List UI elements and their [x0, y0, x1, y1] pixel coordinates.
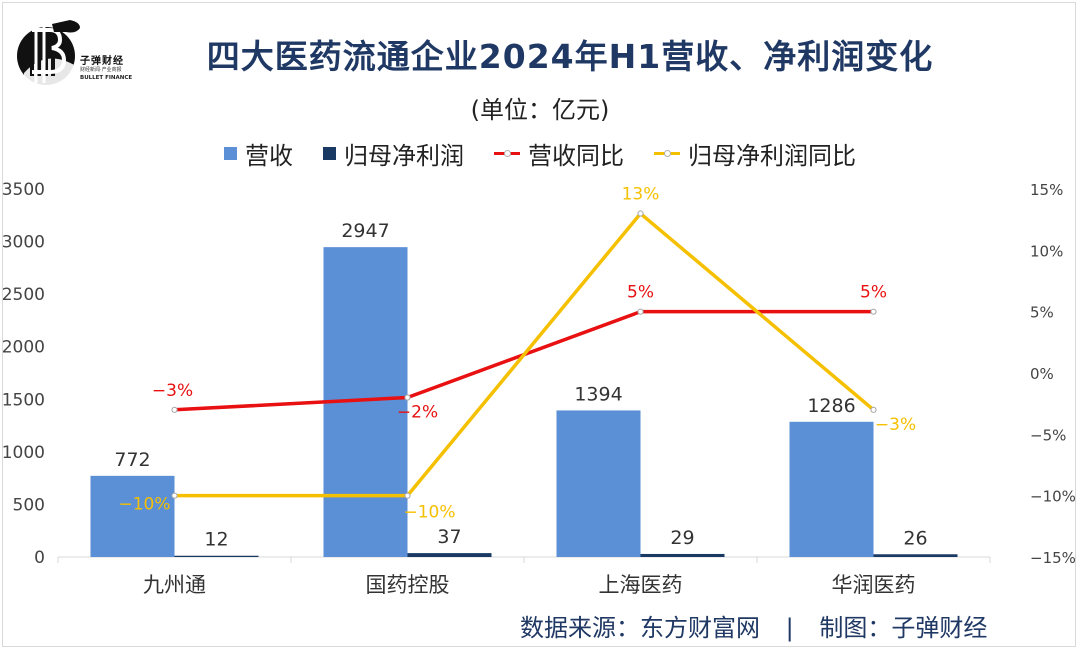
legend-item-revenue-yoy: 营收同比: [494, 136, 624, 171]
x-category-label: 华润医药: [832, 573, 916, 597]
y-right-tick-label: −5%: [1030, 426, 1066, 444]
net-profit-yoy-label: −10%: [118, 495, 170, 515]
legend-label-net-profit-yoy: 归母净利润同比: [688, 142, 856, 170]
revenue-yoy-label: 5%: [627, 283, 654, 303]
bitcoin-bullet-logo-icon: [17, 18, 80, 85]
legend-label-net-profit: 归母净利润: [344, 142, 464, 170]
y-right-tick-label: 10%: [1030, 242, 1063, 260]
net-profit-bar-label: 26: [903, 527, 927, 549]
y-left-tick-label: 3000: [2, 233, 45, 253]
net-profit-bar: [640, 553, 725, 557]
revenue-yoy-label: −3%: [152, 381, 193, 401]
revenue-yoy-line: [174, 309, 874, 412]
revenue-yoy-point: [870, 308, 877, 315]
x-category-label: 国药控股: [366, 573, 450, 597]
x-category-label: 上海医药: [599, 573, 683, 597]
revenue-bar-label: 772: [114, 449, 150, 471]
net-profit-bar-label: 37: [437, 526, 461, 548]
logo-name: 子弹财经: [80, 56, 124, 67]
net-profit-yoy-point: [171, 492, 178, 499]
legend-swatch-net-profit-yoy: [654, 150, 680, 157]
net-profit-yoy-label: 13%: [622, 185, 660, 205]
chart-legend: 营收 归母净利润 营收同比 归母净利润同比: [0, 136, 1080, 171]
legend-item-revenue: 营收: [224, 136, 293, 171]
y-left-tick-label: 500: [13, 495, 45, 515]
revenue-bar-label: 1286: [807, 395, 855, 417]
legend-swatch-revenue: [224, 147, 237, 160]
revenue-bar-label: 1394: [574, 383, 622, 405]
legend-label-revenue-yoy: 营收同比: [528, 142, 624, 170]
net-profit-bar-label: 29: [670, 527, 694, 549]
legend-item-net-profit: 归母净利润: [323, 136, 464, 171]
brand-logo: 子弹财经 财经新闻·产业商报 BULLET FINANCE: [6, 8, 156, 88]
y-right-tick-label: −15%: [1030, 549, 1076, 567]
revenue-bar: [556, 410, 641, 557]
net-profit-yoy-point: [870, 406, 877, 413]
y-left-tick-label: 1500: [2, 390, 45, 410]
source-line: 数据来源：东方财富网 | 制图：子弹财经: [520, 608, 987, 643]
logo-english-name: BULLET FINANCE: [80, 75, 133, 81]
source-text: 数据来源：东方财富网: [520, 614, 760, 642]
revenue-bar-label: 2947: [341, 220, 389, 242]
revenue-yoy-label: 5%: [860, 283, 887, 303]
y-right-tick-label: 15%: [1030, 181, 1063, 199]
y-left-tick-label: 3500: [2, 180, 45, 200]
legend-swatch-net-profit: [323, 147, 336, 160]
y-left-tick-label: 2000: [2, 338, 45, 358]
source-separator: |: [785, 614, 794, 642]
y-left-tick-label: 2500: [2, 285, 45, 305]
y-left-tick-label: 1000: [2, 443, 45, 463]
y-left-tick-label: 0: [34, 548, 45, 568]
net-profit-bar-label: 12: [204, 529, 228, 551]
revenue-yoy-label: −2%: [397, 403, 438, 423]
net-profit-yoy-label: −10%: [403, 503, 455, 523]
legend-label-revenue: 营收: [245, 142, 293, 170]
legend-swatch-revenue-yoy: [494, 150, 520, 157]
legend-item-net-profit-yoy: 归母净利润同比: [654, 136, 856, 171]
net-profit-yoy-point: [404, 492, 411, 499]
net-profit-bar: [873, 554, 958, 557]
chart-unit-subtitle: (单位：亿元): [470, 96, 610, 124]
chart-maker-text: 制图：子弹财经: [819, 614, 988, 642]
net-profit-bar: [407, 553, 492, 557]
net-profit-yoy-line: [174, 211, 875, 498]
x-category-label: 九州通: [143, 573, 206, 597]
revenue-bar: [90, 475, 175, 557]
revenue-yoy-point: [404, 394, 411, 401]
revenue-yoy-point: [171, 406, 178, 413]
chart-title: 四大医药流通企业2024年H1营收、净利润变化: [206, 37, 934, 76]
revenue-bar: [789, 421, 874, 557]
net-profit-yoy-point: [637, 210, 644, 217]
y-right-tick-label: −10%: [1030, 488, 1076, 506]
revenue-yoy-point: [637, 308, 644, 315]
y-right-tick-label: 5%: [1030, 304, 1054, 322]
y-right-tick-label: 0%: [1030, 365, 1054, 383]
net-profit-bar: [174, 555, 259, 557]
net-profit-yoy-label: −3%: [875, 415, 916, 435]
logo-tagline: 财经新闻·产业商报: [80, 67, 122, 73]
